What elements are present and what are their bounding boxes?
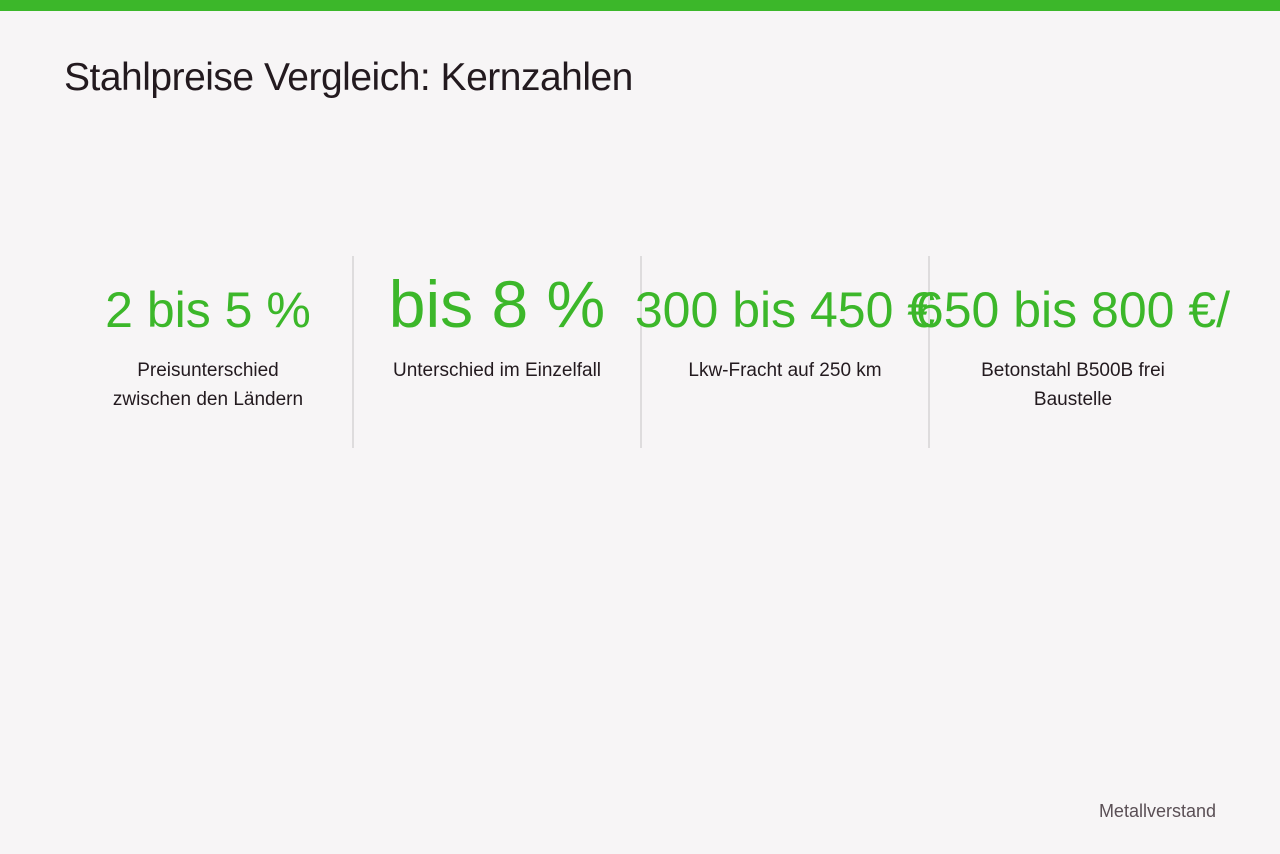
stat-label: Lkw-Fracht auf 250 km	[688, 360, 882, 381]
stats-row: 2 bis 5 % Preisunterschied zwischen den L…	[64, 256, 1230, 448]
stat-card: 2 bis 5 % Preisunterschied zwischen den L…	[64, 256, 352, 448]
stat-value: 2 bis 5 %	[105, 282, 311, 338]
stat-value: 650 bis 800 €/	[915, 282, 1231, 338]
stat-value: 300 bis 450 €	[634, 282, 936, 338]
footer-brand: Metallverstand	[1098, 801, 1216, 821]
stat-label: Betonstahl B500B frei Baustelle	[981, 360, 1165, 410]
stat-label: Unterschied im Einzelfall	[392, 360, 602, 381]
stat-label: Preisunterschied zwischen den Ländern	[112, 360, 304, 410]
stat-value: bis 8 %	[388, 267, 606, 341]
page-title: Stahlpreise Vergleich: Kernzahlen	[64, 56, 633, 99]
top-bar	[0, 0, 1280, 11]
stat-card: 650 bis 800 €/ Betonstahl B500B frei Baus…	[916, 256, 1230, 448]
stat-card: 300 bis 450 € Lkw-Fracht auf 250 km	[635, 256, 935, 448]
stat-card: bis 8 % Unterschied im Einzelfall	[352, 256, 640, 448]
